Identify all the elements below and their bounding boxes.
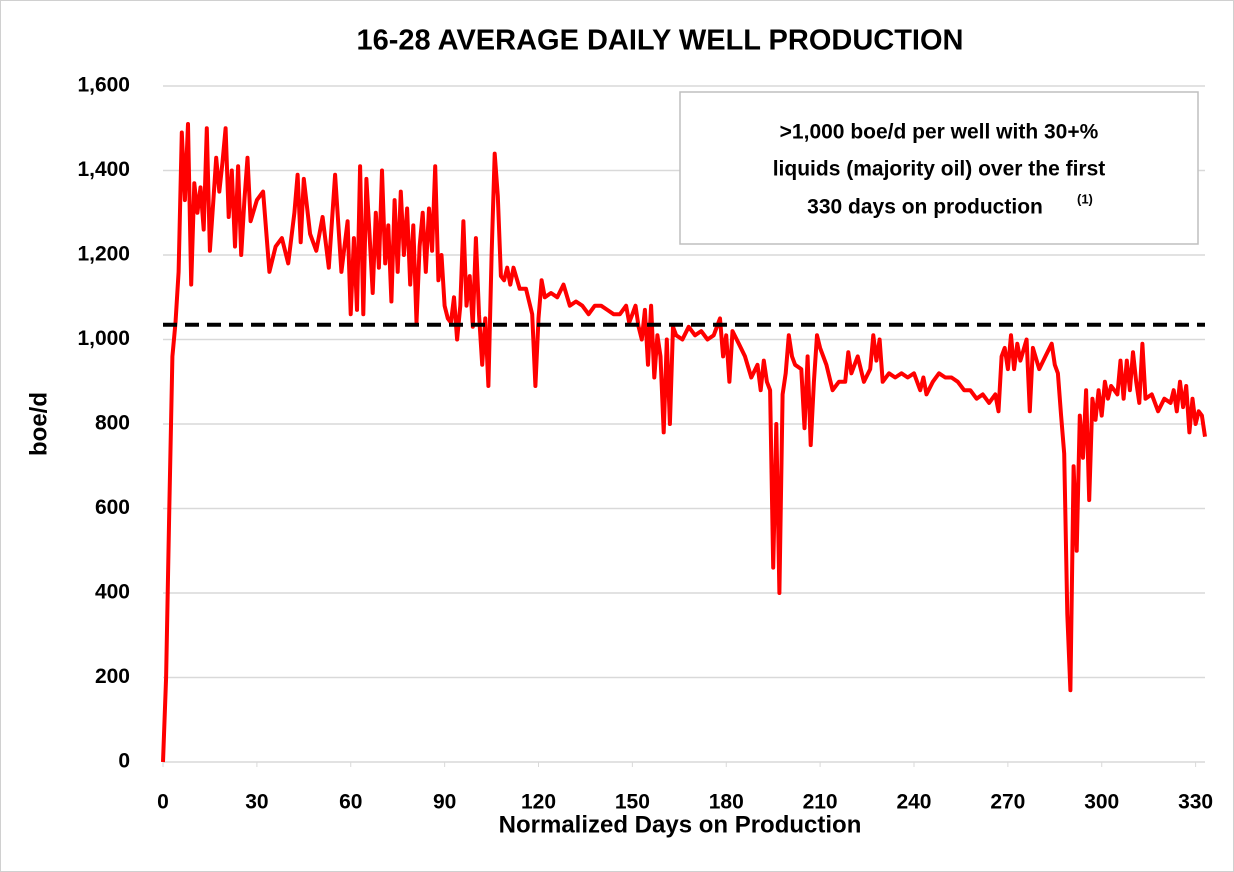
- annotation-line: >1,000 boe/d per well with 30+%: [780, 121, 1099, 144]
- x-tick-label: 90: [433, 791, 456, 814]
- x-tick-label: 210: [803, 791, 838, 814]
- x-tick-label: 150: [615, 791, 650, 814]
- annotation-box: [679, 91, 1199, 245]
- y-tick-label: 1,200: [77, 243, 130, 266]
- x-tick-label: 300: [1084, 791, 1119, 814]
- data-line: [161, 122, 1207, 763]
- x-tick-label: 270: [990, 791, 1025, 814]
- y-tick-label: 1,000: [77, 327, 130, 350]
- y-tick-label: 400: [95, 581, 130, 604]
- plot-area: 0 200 400 600 800 1,000 1,200 1,400 1,600 0 30 60 90…: [77, 74, 1213, 814]
- y-tick-label: 1,600: [77, 74, 130, 97]
- annotation-superscript: (1): [1077, 191, 1093, 206]
- x-tick-label: 30: [245, 791, 268, 814]
- x-tick-label: 0: [157, 791, 169, 814]
- chart-title: 16-28 AVERAGE DAILY WELL PRODUCTION: [357, 25, 964, 57]
- x-tick-label: 240: [896, 791, 931, 814]
- y-axis-label: boe/d: [25, 392, 52, 456]
- x-tick-label: 330: [1178, 791, 1213, 814]
- y-tick-label: 0: [118, 750, 130, 773]
- y-tick-label: 800: [95, 412, 130, 435]
- y-tick-label: 1,400: [77, 158, 130, 181]
- y-tick-label: 600: [95, 496, 130, 519]
- x-tick-label: 60: [339, 791, 362, 814]
- x-tick-label: 180: [709, 791, 744, 814]
- x-tick-label: 120: [521, 791, 556, 814]
- y-tick-label: 200: [95, 665, 130, 688]
- annotation-line: 330 days on production: [807, 196, 1043, 219]
- annotation-line: liquids (majority oil) over the first: [773, 158, 1106, 181]
- x-axis-label: Normalized Days on Production: [499, 811, 862, 838]
